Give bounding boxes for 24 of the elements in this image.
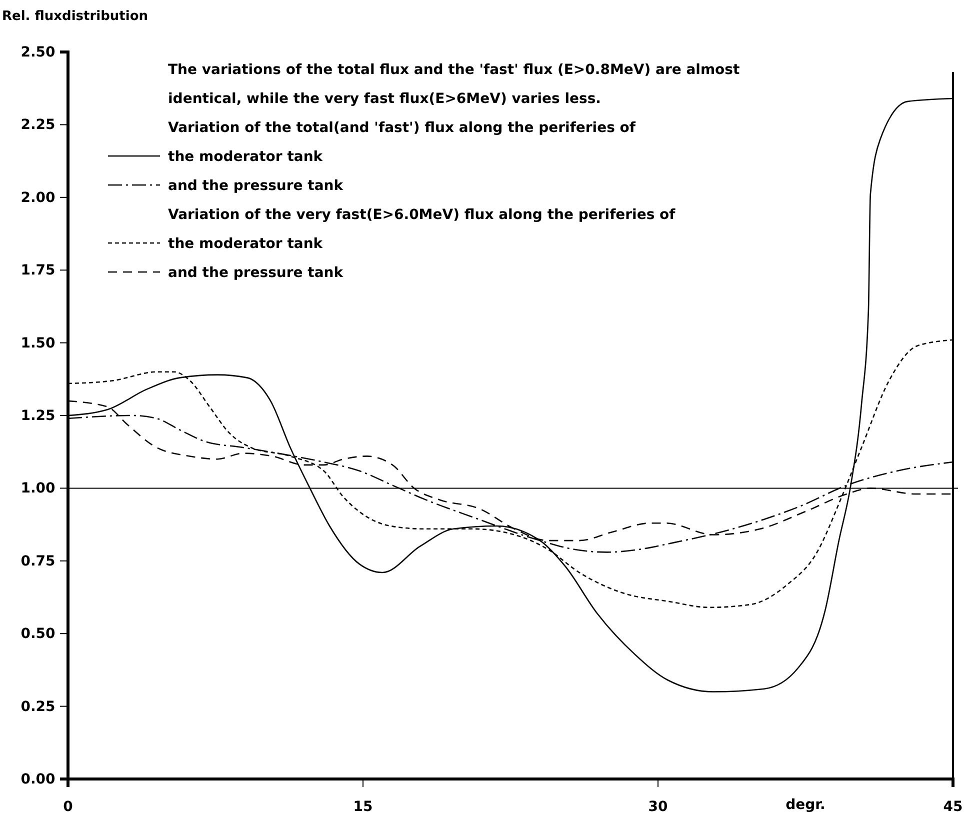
annotation: Variation of the very fast(E>6.0MeV) flux along the periferies of [168, 207, 676, 223]
y-tick-label: 0.00 [20, 771, 56, 788]
y-tick-label: 1.25 [20, 408, 56, 424]
legend-label: and the pressure tank [168, 178, 344, 194]
annotation: Variation of the total(and 'fast') flux along the periferies of [168, 120, 636, 136]
legend-label: and the pressure tank [168, 265, 344, 281]
y-tick-label: 1.00 [20, 480, 56, 497]
x-tick-label: 45 [943, 798, 963, 815]
y-tick-label: 2.25 [20, 117, 56, 134]
y-tick-label: 2.50 [20, 44, 56, 60]
x-tick-label: 15 [353, 798, 373, 815]
y-axis-title: Rel. fluxdistribution [2, 9, 148, 24]
x-axis-title: degr. [786, 797, 826, 813]
y-tick-label: 2.00 [20, 190, 56, 206]
y-tick-label: 0.50 [20, 626, 56, 642]
x-tick-label: 0 [63, 798, 74, 815]
legend-label: the moderator tank [168, 149, 324, 165]
legend-label: the moderator tank [168, 236, 324, 252]
y-tick-label: 0.75 [20, 553, 56, 570]
x-tick-label: 30 [648, 798, 668, 815]
y-tick-label: 0.25 [20, 698, 56, 715]
y-tick-label: 1.50 [20, 335, 56, 352]
y-tick-label: 1.75 [20, 262, 56, 279]
annotation: The variations of the total flux and the 'fast' flux (E>0.8MeV) are almost identical, while the very fast flux(E>6MeV) varies less. [168, 62, 740, 107]
